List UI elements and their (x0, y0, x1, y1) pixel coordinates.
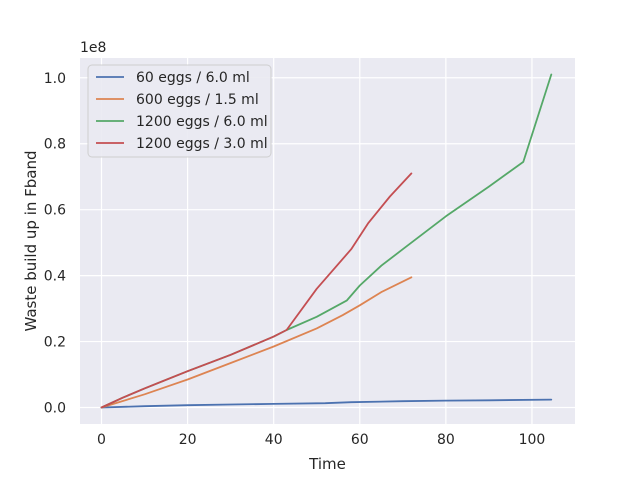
y-tick-label: 0.4 (44, 269, 66, 285)
x-tick-label: 100 (519, 432, 546, 448)
x-tick-label: 40 (265, 432, 283, 448)
y-tick-labels: 0.0 0.2 0.4 0.6 0.8 1.0 (44, 71, 66, 417)
x-tick-label: 0 (97, 432, 106, 448)
y-tick-label: 0.2 (44, 335, 66, 351)
series-line-1 (100, 398, 553, 409)
y-offset-text: 1e8 (80, 40, 106, 56)
y-tick-label: 0.8 (44, 137, 66, 153)
x-tick-label: 80 (437, 432, 455, 448)
legend-label-4: 1200 eggs / 3.0 ml (136, 136, 268, 152)
legend-label-3: 1200 eggs / 6.0 ml (136, 114, 268, 130)
y-tick-label: 0.6 (44, 203, 66, 219)
series-line-4 (100, 172, 413, 409)
y-tick-label: 0.0 (44, 401, 66, 417)
legend-box (87, 64, 272, 158)
grid (80, 58, 575, 424)
legend-label-2: 600 eggs / 1.5 ml (136, 92, 259, 108)
series-line-2 (100, 276, 413, 409)
legend-label-1: 60 eggs / 6.0 ml (136, 70, 250, 86)
x-tick-labels: 0 20 40 60 80 100 (97, 432, 545, 448)
x-axis-label: Time (308, 455, 346, 473)
x-tick-label: 20 (179, 432, 197, 448)
legend: 60 eggs / 6.0 ml 600 eggs / 1.5 ml 1200 eg… (87, 64, 272, 158)
y-axis-label: Waste build up in Fband (22, 150, 40, 331)
x-tick-label: 60 (351, 432, 369, 448)
series-lines (100, 73, 553, 409)
y-tick-label: 1.0 (44, 71, 66, 87)
